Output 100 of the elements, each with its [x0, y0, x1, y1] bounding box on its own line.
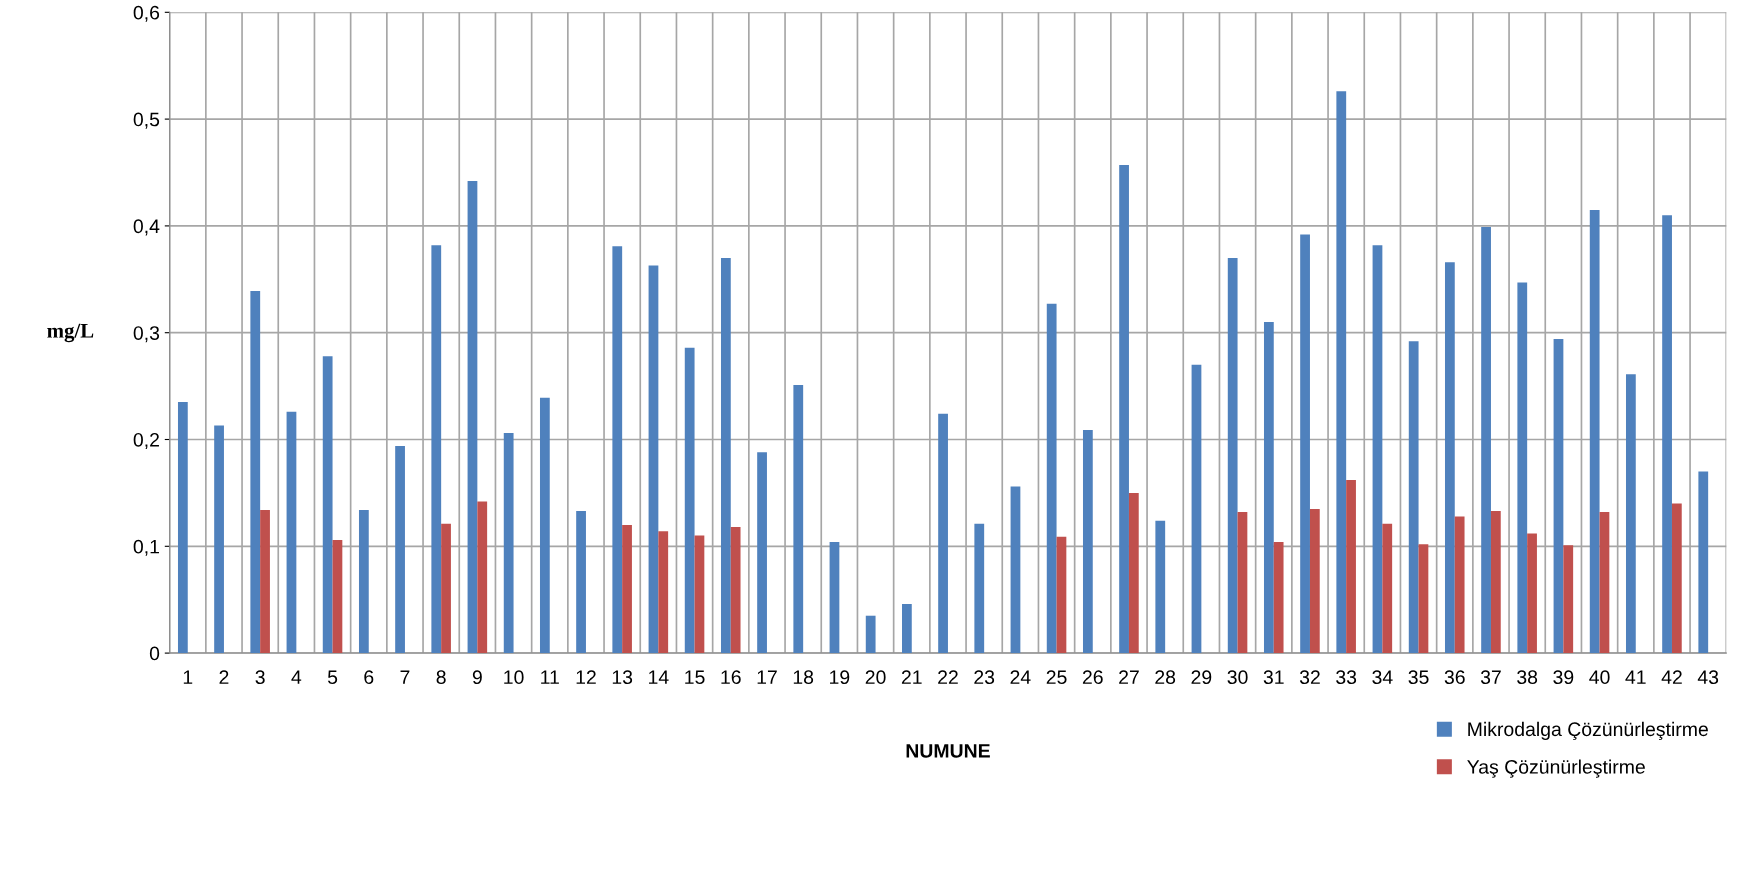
x-tick-label: 30: [1227, 670, 1248, 685]
bar: [1155, 520, 1166, 654]
x-tick-label: 37: [1480, 670, 1501, 685]
x-tick-label: 19: [830, 670, 850, 685]
x-tick-label: 33: [1336, 670, 1357, 685]
bar: [658, 531, 669, 654]
bar: [1698, 471, 1709, 654]
bar: [1599, 512, 1610, 654]
bar: [1382, 523, 1393, 654]
bar: [1671, 503, 1682, 654]
y-tick-label: 0,1: [133, 539, 159, 556]
x-tick-label: 43: [1697, 670, 1719, 685]
bar: [612, 246, 623, 654]
bar: [1553, 339, 1564, 654]
bar: [431, 245, 442, 654]
bar: [332, 539, 343, 654]
bar: [1625, 374, 1636, 654]
bar: [503, 433, 514, 654]
bar: [1444, 262, 1455, 654]
bar: [1372, 245, 1383, 654]
bar: [1082, 429, 1093, 654]
x-tick-label: 28: [1155, 670, 1176, 685]
bar: [684, 347, 695, 654]
bar: [1263, 322, 1274, 654]
bar: [1490, 511, 1501, 654]
x-tick-label: 32: [1299, 670, 1320, 685]
x-tick-label: 15: [685, 670, 705, 685]
bar: [1300, 234, 1310, 654]
bar: [1481, 226, 1491, 654]
bar: [1517, 282, 1528, 654]
x-tick-label: 24: [1010, 670, 1031, 684]
bar: [214, 425, 224, 654]
x-tick-label: 22: [938, 670, 958, 684]
bar: [1336, 91, 1347, 654]
bar: [260, 509, 270, 654]
y-tick-label: 0,3: [133, 326, 160, 343]
y-tick-label: 0: [149, 646, 160, 661]
x-tick-label: 17: [757, 670, 777, 684]
x-tick-label: 6: [364, 670, 374, 685]
x-tick-label: 9: [472, 670, 482, 685]
x-tick-label: 25: [1046, 670, 1067, 685]
x-tick-label: 12: [576, 670, 596, 684]
bar: [1056, 536, 1067, 654]
x-tick-label: 36: [1444, 670, 1465, 685]
bar: [576, 511, 586, 654]
bar: [622, 524, 632, 654]
bar: [1589, 209, 1600, 654]
bar: [1119, 165, 1129, 654]
bar: [1662, 215, 1672, 654]
bar: [477, 501, 488, 654]
x-tick-label: 11: [541, 670, 559, 684]
bar: [1227, 257, 1238, 654]
bar: [467, 181, 478, 654]
x-tick-label: 27: [1119, 670, 1139, 684]
x-tick-label: 40: [1589, 670, 1610, 685]
bar: [865, 615, 876, 654]
legend-label: Yaş Çözünürleştirme: [1467, 759, 1645, 778]
bar: [938, 413, 948, 654]
bar: [358, 509, 369, 654]
bar: [1454, 516, 1465, 654]
x-tick-label: 3: [255, 670, 265, 685]
bar: [974, 523, 985, 654]
bar: [1010, 486, 1021, 654]
legend-label: Mikrodalga Çözünürleştirme: [1468, 721, 1708, 741]
bar: [757, 452, 767, 654]
bar: [829, 542, 840, 654]
x-axis-title: NUMUNE: [906, 744, 990, 758]
y-tick-label: 0,4: [133, 219, 160, 236]
bar: [1273, 542, 1284, 654]
bar: [1408, 341, 1419, 654]
x-tick-label: 34: [1372, 670, 1393, 685]
x-tick-label: 38: [1517, 670, 1538, 685]
x-tick-label: 39: [1553, 670, 1574, 685]
bar: [286, 411, 297, 654]
x-tick-label: 35: [1408, 670, 1429, 685]
bar: [1309, 508, 1320, 654]
x-tick-label: 7: [400, 670, 410, 684]
x-tick-label: 26: [1082, 670, 1103, 685]
y-axis-title: mg/L: [47, 323, 94, 343]
bar: [1563, 545, 1574, 654]
y-tick-label: 0,2: [133, 432, 159, 450]
bar: [694, 535, 705, 654]
x-tick-label: 14: [649, 670, 669, 684]
bar: [395, 445, 405, 654]
bar: [1191, 364, 1202, 654]
bar: [322, 356, 333, 654]
x-tick-label: 1: [183, 670, 193, 684]
y-tick-label: 0,5: [133, 112, 160, 129]
x-tick-label: 42: [1661, 670, 1682, 684]
bar: [720, 257, 731, 654]
bar: [539, 397, 550, 654]
bar: [730, 527, 741, 654]
x-tick-label: 5: [327, 670, 338, 685]
x-tick-label: 31: [1263, 670, 1284, 685]
x-tick-label: 4: [291, 670, 302, 684]
bar: [1418, 544, 1429, 654]
x-tick-label: 16: [721, 670, 741, 685]
bar: [250, 291, 261, 654]
bar: [441, 523, 451, 654]
y-tick-label: 0,6: [133, 5, 160, 22]
